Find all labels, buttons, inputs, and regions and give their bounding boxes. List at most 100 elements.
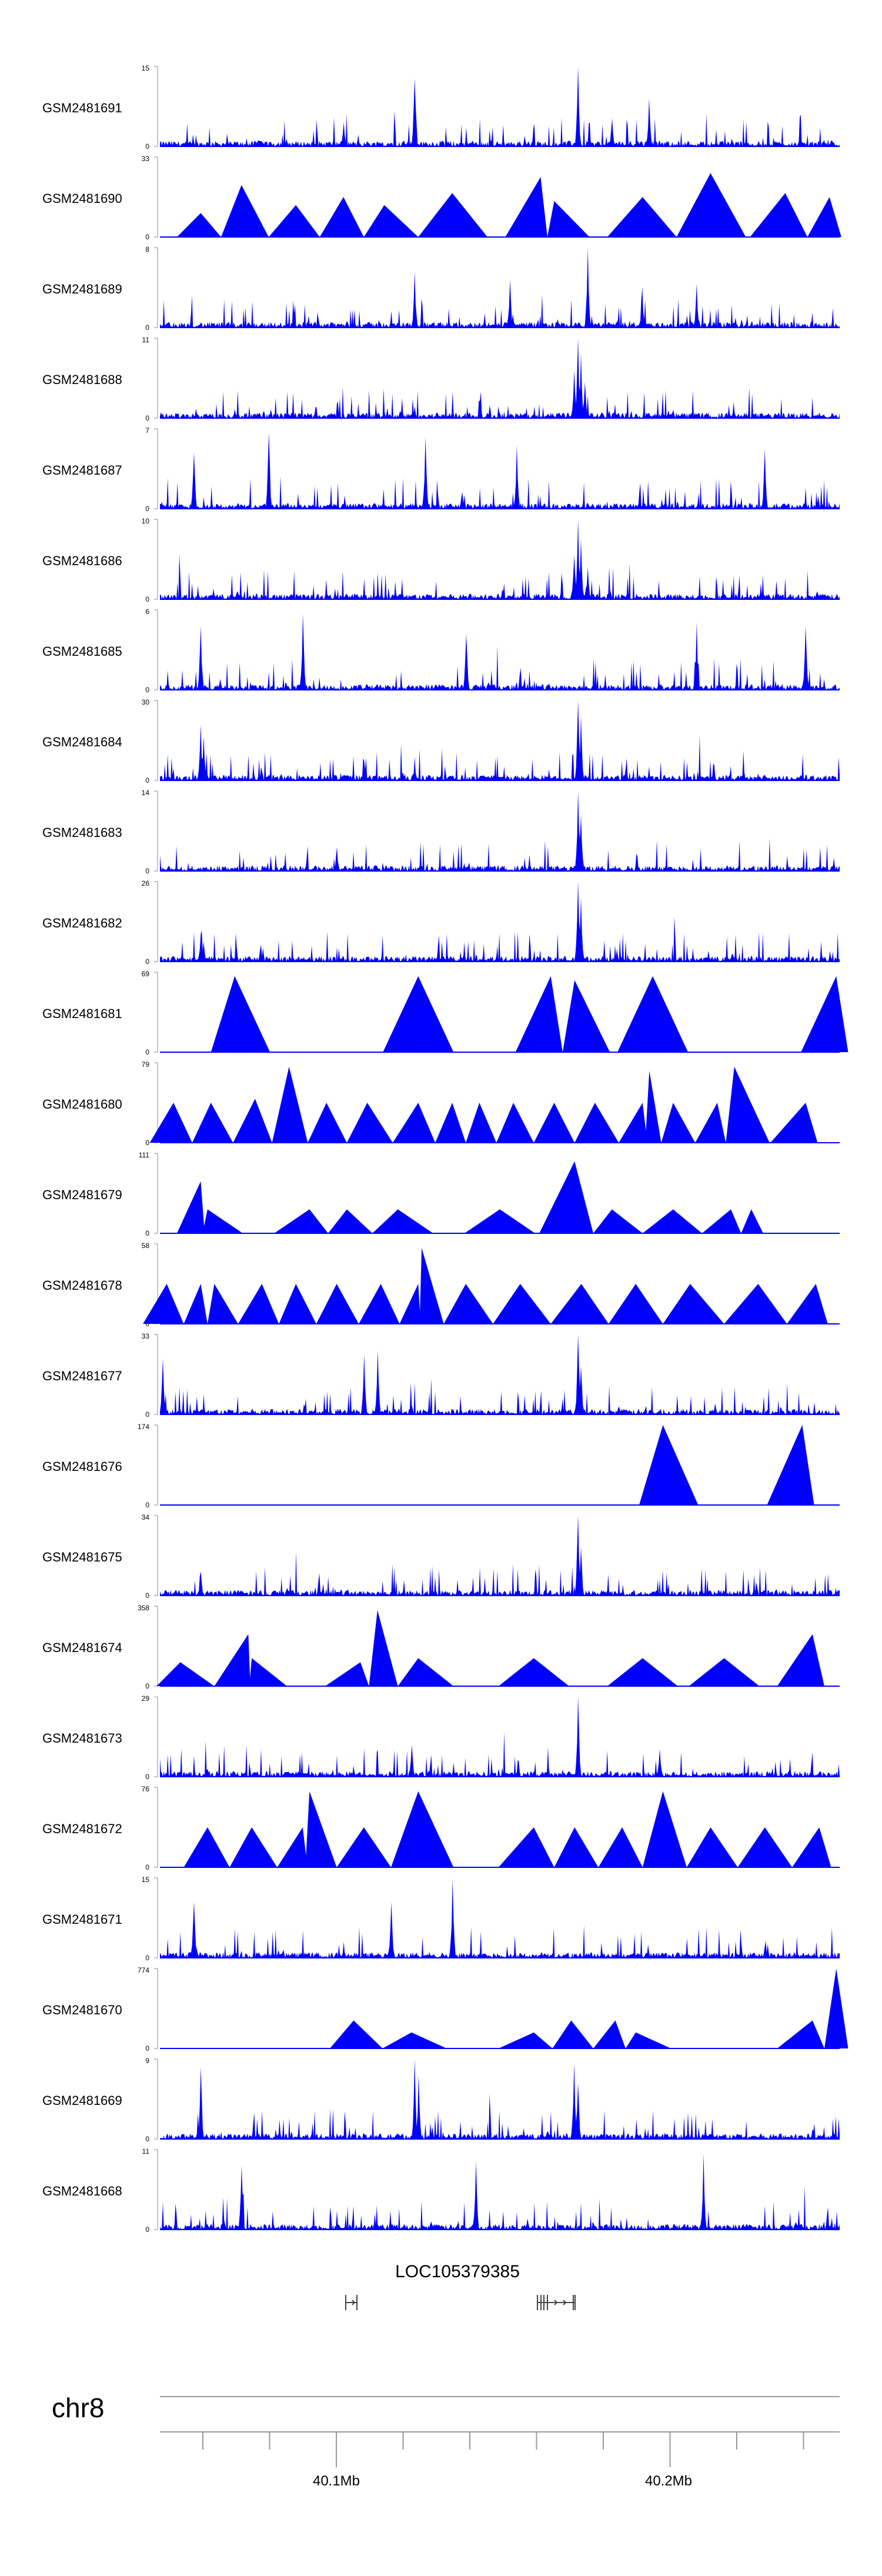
track-GSM2481675: GSM2481675 34 0 — [42, 1513, 840, 1600]
track-ymin-label: 0 — [145, 2135, 149, 2143]
track-ymin-label: 0 — [145, 1682, 149, 1690]
track-ymax-label: 33 — [142, 155, 150, 163]
track-signal-area — [149, 1066, 830, 1143]
track-signal-area — [143, 1247, 840, 1324]
track-ymax-label: 15 — [142, 64, 150, 72]
track-label: GSM2481682 — [42, 916, 122, 930]
track-signal-area — [160, 791, 840, 871]
track-label: GSM2481670 — [42, 2003, 122, 2017]
track-ymin-label: 0 — [145, 1139, 149, 1147]
track-label: GSM2481676 — [42, 1459, 122, 1474]
track-GSM2481691: GSM2481691 15 0 — [42, 64, 840, 151]
track-ymax-label: 174 — [138, 1423, 149, 1431]
track-ymin-label: 0 — [145, 957, 149, 966]
track-ymin-label: 0 — [145, 323, 149, 332]
track-label: GSM2481669 — [42, 2093, 122, 2108]
track-ymin-label: 0 — [145, 2225, 149, 2234]
track-signal-area — [160, 432, 840, 509]
track-ymin-label: 0 — [145, 686, 149, 694]
track-signal-area — [160, 66, 840, 146]
gene-label: LOC105379385 — [395, 2262, 520, 2281]
track-label: GSM2481672 — [42, 1821, 122, 1836]
track-ymin-label: 0 — [145, 505, 149, 513]
track-GSM2481686: GSM2481686 10 0 — [42, 517, 840, 603]
track-signal-area — [156, 1610, 837, 1686]
track-signal-area — [160, 1334, 840, 1414]
track-signal-area — [211, 976, 848, 1052]
track-GSM2481668: GSM2481668 11 0 — [42, 2147, 840, 2234]
track-signal-area — [183, 1791, 840, 1867]
track-GSM2481676: GSM2481676 174 0 — [42, 1423, 840, 1509]
track-GSM2481679: GSM2481679 111 0 — [42, 1151, 840, 1237]
track-ymax-label: 14 — [142, 789, 150, 797]
track-ymin-label: 0 — [145, 776, 149, 785]
track-ymax-label: 10 — [142, 517, 150, 525]
track-signal-area — [160, 1516, 840, 1596]
track-ymin-label: 0 — [145, 1773, 149, 1781]
track-GSM2481685: GSM2481685 6 0 — [42, 608, 840, 694]
track-signal-area — [639, 1425, 826, 1505]
track-ymax-label: 9 — [145, 2057, 149, 2065]
track-label: GSM2481679 — [42, 1187, 122, 1202]
axis-tick-label-1: 40.1Mb — [313, 2473, 360, 2489]
track-GSM2481680: GSM2481680 79 0 — [42, 1060, 840, 1147]
track-signal-area — [176, 1161, 776, 1233]
track-GSM2481669: GSM2481669 9 0 — [42, 2057, 840, 2143]
track-GSM2481682: GSM2481682 26 0 — [42, 879, 840, 966]
track-GSM2481684: GSM2481684 30 0 — [42, 698, 840, 785]
track-label: GSM2481674 — [42, 1640, 122, 1655]
track-GSM2481672: GSM2481672 76 0 — [42, 1785, 840, 1871]
track-signal-area — [330, 1968, 848, 2048]
track-signal-area — [160, 1878, 840, 1958]
track-signal-area — [160, 882, 840, 962]
track-ymin-label: 0 — [145, 867, 149, 875]
gene-annotation: LOC105379385 — [345, 2262, 576, 2310]
track-ymin-label: 0 — [145, 1229, 149, 1237]
track-GSM2481681: GSM2481681 69 0 — [42, 970, 848, 1056]
track-label: GSM2481690 — [42, 191, 122, 206]
track-ymax-label: 15 — [142, 1876, 150, 1884]
track-GSM2481670: GSM2481670 774 0 — [42, 1966, 848, 2053]
track-ymax-label: 111 — [139, 1151, 150, 1159]
track-GSM2481683: GSM2481683 14 0 — [42, 789, 840, 875]
track-label: GSM2481673 — [42, 1731, 122, 1746]
exon-cluster-right — [537, 2295, 576, 2310]
track-ymax-label: 11 — [142, 2147, 150, 2155]
track-signal-area — [160, 2059, 840, 2139]
track-GSM2481677: GSM2481677 33 0 — [42, 1332, 840, 1419]
track-ymin-label: 0 — [145, 595, 149, 603]
track-signal-area — [176, 173, 841, 237]
track-label: GSM2481675 — [42, 1550, 122, 1564]
axis-tick-label-2: 40.2Mb — [645, 2473, 692, 2489]
track-ymax-label: 58 — [142, 1242, 150, 1250]
track-ymax-label: 774 — [138, 1966, 149, 1974]
track-ymin-label: 0 — [145, 414, 149, 422]
axis-ticks — [202, 2432, 804, 2467]
track-ymin-label: 0 — [145, 1410, 149, 1419]
track-GSM2481690: GSM2481690 33 0 — [42, 155, 841, 241]
track-ymax-label: 26 — [142, 879, 150, 887]
track-ymin-label: 0 — [145, 142, 149, 151]
track-label: GSM2481691 — [42, 101, 122, 115]
track-ymin-label: 0 — [145, 1501, 149, 1509]
track-GSM2481671: GSM2481671 15 0 — [42, 1876, 840, 1962]
exon-cluster-left — [345, 2295, 358, 2310]
track-label: GSM2481671 — [42, 1912, 122, 1927]
track-ymin-label: 0 — [145, 233, 149, 241]
track-GSM2481673: GSM2481673 29 0 — [42, 1694, 840, 1781]
track-label: GSM2481677 — [42, 1369, 122, 1383]
track-ymax-label: 7 — [145, 426, 149, 435]
track-signal-area — [160, 519, 840, 599]
track-ymax-label: 76 — [142, 1785, 150, 1793]
track-label: GSM2481685 — [42, 644, 122, 659]
chromosome-axis: chr8 40.1Mb 40.2Mb — [52, 2393, 840, 2489]
track-label: GSM2481684 — [42, 735, 122, 749]
track-ymin-label: 0 — [145, 1591, 149, 1600]
track-GSM2481687: GSM2481687 7 0 — [42, 426, 840, 513]
track-label: GSM2481680 — [42, 1097, 122, 1112]
track-ymax-label: 79 — [142, 1060, 150, 1069]
track-GSM2481678: GSM2481678580 — [42, 1242, 840, 1328]
track-signal-area — [160, 248, 840, 328]
track-GSM2481674: GSM2481674 358 0 — [42, 1604, 840, 1690]
